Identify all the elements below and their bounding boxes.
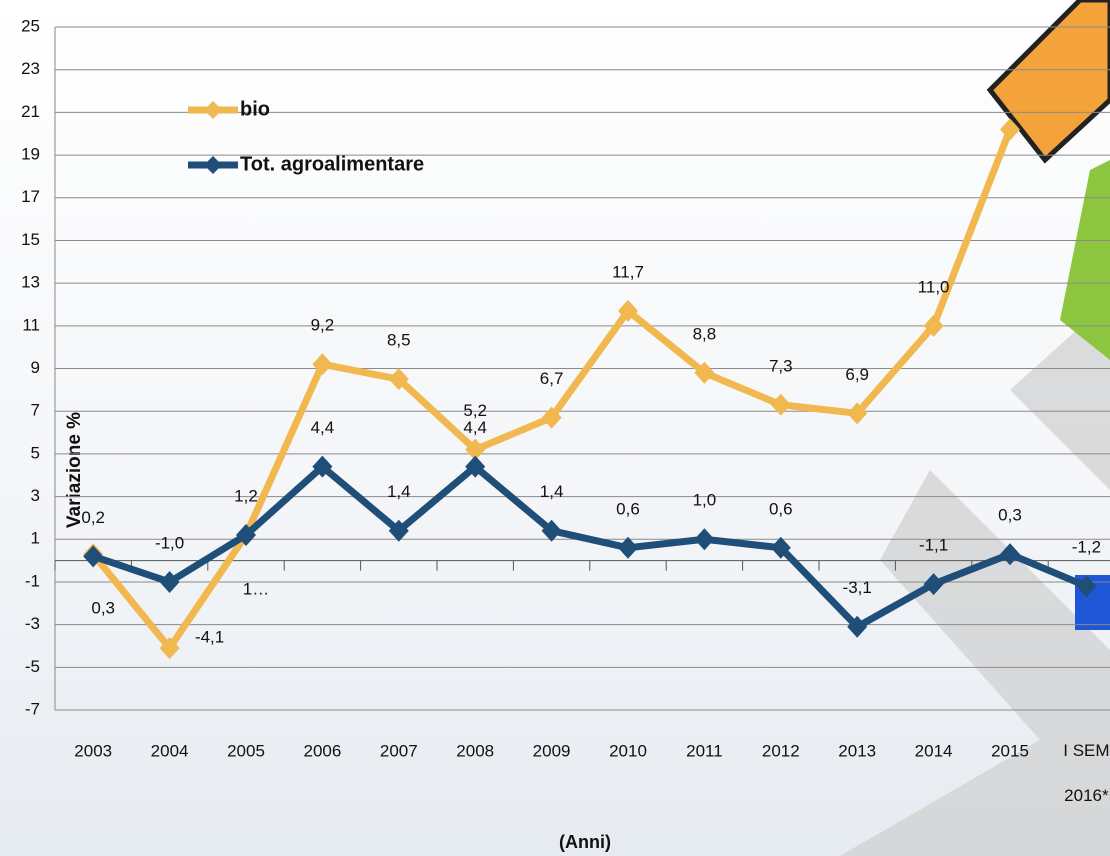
data-label: -1,0 [155, 533, 184, 552]
legend-marker [204, 101, 222, 119]
y-tick-label: 19 [21, 145, 40, 164]
x-tick-label-line: 2016* [1064, 786, 1109, 805]
y-tick-label: 5 [31, 443, 40, 462]
data-label: 1,2 [234, 486, 258, 505]
data-label: 1… [243, 579, 269, 598]
marker [694, 528, 714, 550]
legend-label: Tot. agroalimentare [240, 153, 424, 175]
data-label: -1,2 [1072, 538, 1101, 557]
y-tick-label: -5 [25, 657, 40, 676]
legend-label: bio [240, 98, 270, 120]
x-tick-label: 2006 [303, 741, 341, 760]
data-label: -1,1 [919, 536, 948, 555]
x-tick-label: 2009 [533, 741, 571, 760]
data-label: 9,2 [311, 316, 335, 335]
y-tick-label: -3 [25, 614, 40, 633]
data-label: 0,3 [91, 599, 115, 618]
y-tick-label: 17 [21, 187, 40, 206]
y-tick-label: 25 [21, 16, 40, 35]
data-label: 11,7 [612, 262, 644, 281]
x-tick-label: 2011 [686, 741, 723, 760]
data-label: 1,4 [540, 482, 564, 501]
data-label: -3,1 [843, 578, 872, 597]
x-tick-label: 2012 [762, 741, 800, 760]
data-label: 0,6 [616, 499, 640, 518]
data-label: -4,1 [195, 628, 224, 647]
data-label: 1,4 [387, 482, 411, 501]
chart: Variazione % (Anni) -7-5-3-1135791113151… [0, 0, 1110, 856]
y-tick-label: 11 [22, 315, 40, 334]
marker [771, 394, 791, 416]
data-label: 0,3 [998, 506, 1022, 525]
x-tick-label: 2005 [227, 741, 265, 760]
y-tick-label: 1 [31, 529, 40, 548]
y-tick-label: 21 [21, 102, 40, 121]
data-label: 1,0 [693, 491, 717, 510]
y-tick-label: -7 [25, 699, 40, 718]
x-tick-label: 2007 [380, 741, 418, 760]
x-tick-label: 2013 [838, 741, 876, 760]
data-label: 6,9 [845, 365, 869, 384]
data-label: 7,3 [769, 356, 793, 375]
marker [618, 537, 638, 559]
x-tick-label: 2008 [456, 741, 494, 760]
x-tick-label: 2010 [609, 741, 647, 760]
data-label: 0,2 [81, 508, 105, 527]
data-label: 11,0 [918, 277, 950, 296]
data-label: 8,8 [693, 324, 717, 343]
y-tick-label: 7 [31, 401, 40, 420]
decoration [1060, 160, 1110, 360]
data-label: 4,4 [311, 418, 335, 437]
y-tick-label: 23 [21, 59, 40, 78]
x-tick-label: 2015 [991, 741, 1029, 760]
x-tick-label: 2003 [74, 741, 112, 760]
y-tick-label: 3 [31, 486, 40, 505]
data-label: 8,5 [387, 331, 411, 350]
line-series [93, 129, 1010, 648]
y-tick-label: -1 [25, 571, 40, 590]
legend-marker [204, 156, 222, 174]
data-label: 6,7 [540, 369, 564, 388]
y-tick-label: 9 [31, 358, 40, 377]
x-axis-label: (Anni) [559, 832, 611, 852]
x-tick-label-line: I SEM [1063, 741, 1109, 760]
y-tick-label: 15 [21, 230, 40, 249]
y-tick-label: 13 [21, 273, 40, 292]
x-tick-label: 2014 [915, 741, 953, 760]
data-label: 0,6 [769, 499, 793, 518]
data-label: 4,4 [463, 418, 487, 437]
x-tick-label: 2004 [151, 741, 189, 760]
